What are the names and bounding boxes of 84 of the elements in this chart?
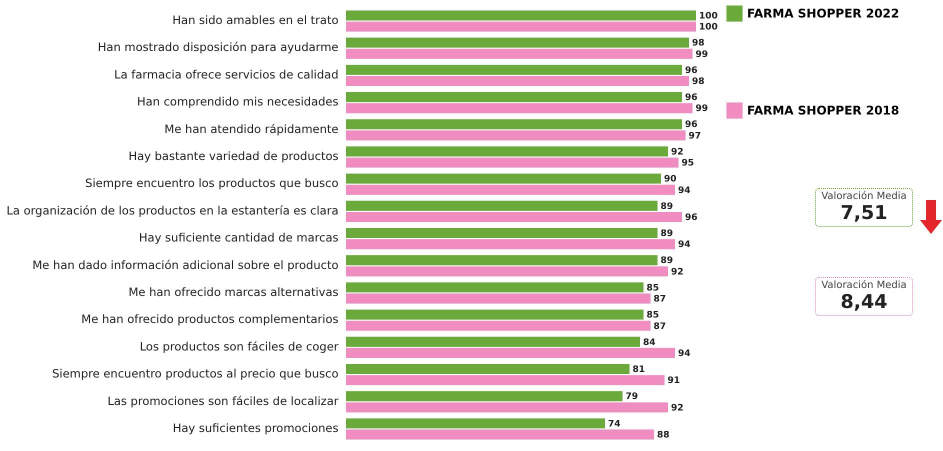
data-label: 100 — [699, 22, 718, 33]
data-label: 87 — [654, 322, 666, 332]
data-label: 85 — [646, 283, 660, 294]
legend-label: FARMA SHOPPER 2018 — [747, 104, 900, 118]
y-tick-label: Hay suficientes promociones — [172, 420, 338, 435]
bar — [346, 375, 664, 386]
bar — [346, 310, 644, 320]
data-label: 94 — [678, 186, 691, 196]
data-label: 96 — [685, 120, 698, 130]
legend-label: FARMA SHOPPER 2022 — [747, 6, 900, 20]
y-tick-label: Me han ofrecido marcas alternativas — [128, 284, 338, 299]
bar — [346, 320, 650, 331]
data-label: 99 — [696, 50, 708, 60]
y-tick-label: Hay suficiente cantidad de marcas — [138, 230, 338, 245]
bar — [346, 38, 689, 48]
text: Valoración Media 8,44 — [815, 277, 913, 316]
bar — [346, 64, 682, 75]
y-tick-label: Hay bastante variedad de productos — [128, 149, 338, 164]
data-label: 89 — [660, 229, 674, 240]
bar — [346, 48, 692, 59]
text: Valoración Media 7,51 — [815, 188, 913, 227]
bar — [346, 92, 682, 102]
data-label: 92 — [671, 267, 684, 278]
data-label: 95 — [682, 158, 694, 169]
bar — [346, 364, 630, 374]
data-label: 90 — [664, 174, 677, 185]
bar — [346, 146, 668, 156]
bar — [346, 391, 622, 402]
y-tick-label: Las promociones son fáciles de localizar — [107, 394, 339, 408]
y-tick-label: Han comprendido mis necesidades — [136, 94, 339, 109]
bar — [346, 402, 668, 412]
bar — [346, 103, 692, 114]
data-label: 96 — [685, 66, 698, 76]
bar — [346, 348, 675, 358]
data-label: 91 — [668, 376, 680, 386]
data-label: 92 — [671, 403, 684, 414]
bar — [346, 266, 668, 276]
data-label: 79 — [626, 392, 638, 402]
bar — [346, 430, 654, 440]
y-tick-label: La farmacia ofrece servicios de calidad — [114, 67, 338, 82]
bar — [346, 76, 689, 86]
bar — [346, 184, 675, 195]
data-label: 89 — [660, 256, 674, 266]
y-tick-label: Han mostrado disposición para ayudarme — [98, 40, 338, 54]
data-label: 85 — [646, 310, 660, 321]
data-label: 98 — [692, 77, 705, 88]
data-label: 89 — [660, 202, 674, 212]
bar — [346, 10, 696, 20]
bar — [346, 174, 661, 184]
y-tick-label: Me han atendido rápidamente — [164, 122, 338, 136]
bar — [346, 212, 682, 222]
data-label: 94 — [678, 348, 691, 359]
bar — [346, 239, 675, 250]
data-label: 96 — [685, 93, 698, 104]
data-label: 74 — [608, 419, 621, 430]
bar — [346, 336, 640, 347]
data-label: 96 — [685, 212, 698, 223]
data-label: 100 — [699, 11, 718, 22]
data-label: 94 — [678, 240, 691, 250]
y-tick-label: La organización de los productos en la estantería es clara — [6, 203, 338, 218]
data-label: 88 — [657, 430, 670, 441]
data-label: 81 — [632, 364, 646, 375]
bar — [346, 200, 658, 211]
bar — [346, 130, 686, 140]
data-label: 84 — [643, 338, 656, 348]
bar — [346, 282, 644, 292]
bar — [346, 228, 658, 238]
data-label: 97 — [688, 131, 702, 142]
y-tick-label: Me han dado información adicional sobre el producto — [32, 258, 338, 272]
bar — [346, 22, 696, 32]
y-tick-label: Siempre encuentro productos al precio que busco — [52, 366, 338, 381]
y-tick-label: Siempre encuentro los productos que busco — [85, 176, 338, 190]
bar — [346, 418, 605, 428]
data-label: 98 — [692, 38, 705, 49]
data-label: 87 — [654, 294, 666, 305]
data-label: 92 — [671, 147, 684, 158]
y-tick-label: Los productos son fáciles de coger — [140, 339, 339, 354]
bar — [346, 255, 658, 266]
bar — [346, 119, 682, 130]
y-tick-label: Me han ofrecido productos complementarios — [81, 312, 338, 326]
data-label: 99 — [696, 104, 708, 114]
bar — [346, 294, 650, 304]
y-tick-label: Han sido amables en el trato — [172, 13, 338, 28]
bar — [346, 158, 678, 168]
